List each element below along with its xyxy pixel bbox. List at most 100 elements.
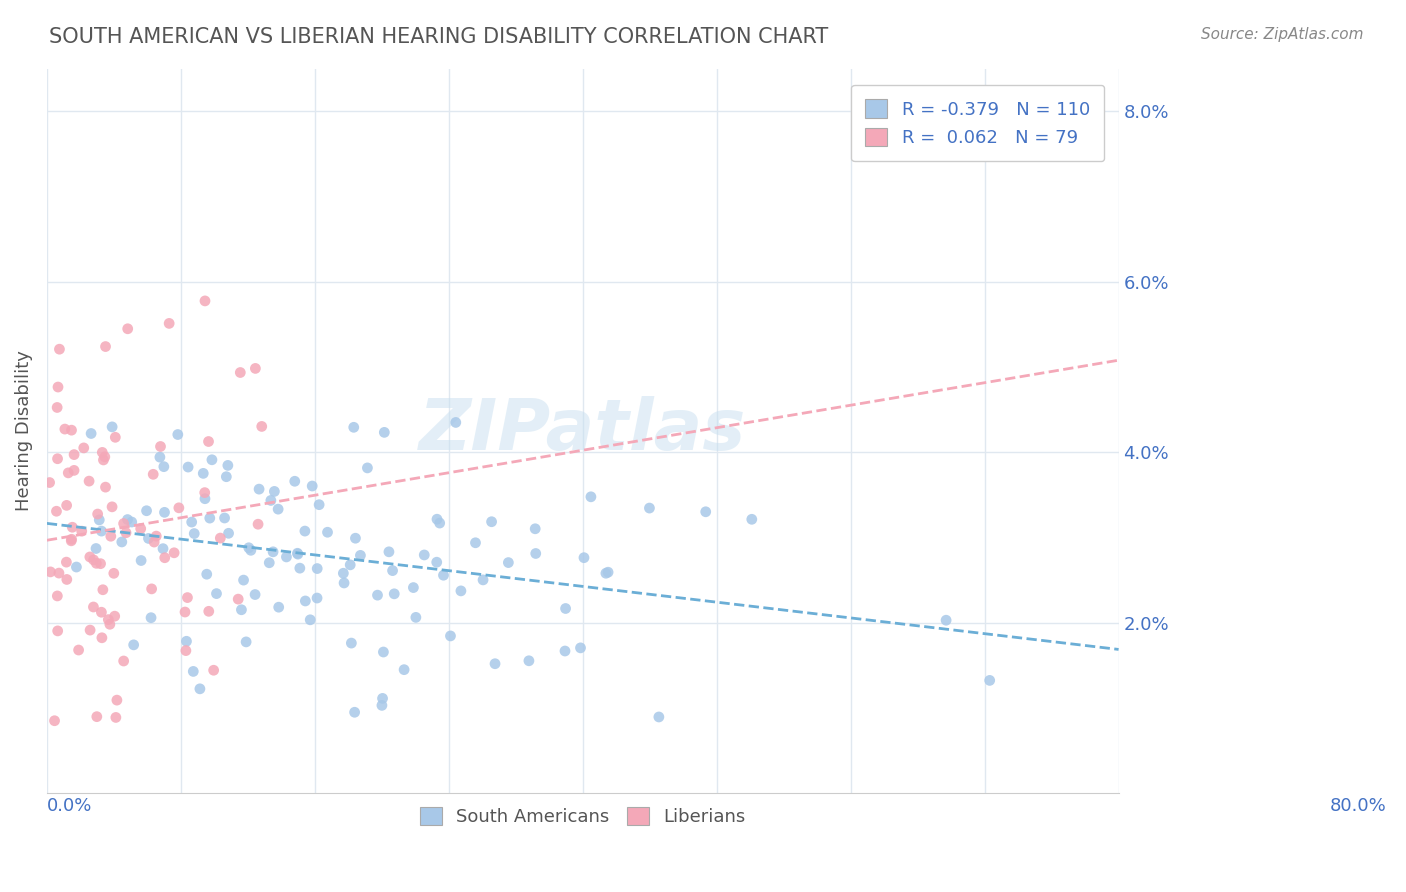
Point (381, 564, 404, 578)
Point (63, 463, 86, 477)
Point (101, 420, 124, 434)
Point (247, 482, 270, 496)
Point (53, 422, 76, 436)
Point (263, 484, 285, 499)
Point (90, 524, 112, 538)
Point (90, 557, 112, 571)
Point (67, 643, 90, 657)
Point (46, 624, 69, 638)
Point (117, 512, 139, 526)
Point (333, 576, 356, 591)
Point (305, 591, 328, 605)
Legend: South Americans, Liberians: South Americans, Liberians (411, 797, 755, 835)
Point (163, 546, 186, 560)
Point (524, 522, 547, 536)
Point (595, 566, 617, 581)
Point (60, 423, 83, 437)
Point (231, 603, 253, 617)
Point (316, 525, 339, 540)
Point (174, 643, 197, 657)
Point (44, 714, 66, 728)
Point (464, 535, 486, 549)
Point (287, 547, 309, 561)
Point (176, 634, 198, 648)
Point (648, 710, 671, 724)
Point (176, 591, 198, 605)
Point (638, 501, 661, 516)
Point (153, 550, 176, 565)
Point (554, 644, 576, 658)
Point (100, 529, 122, 543)
Point (209, 531, 232, 545)
Point (46, 401, 69, 415)
Point (101, 500, 124, 514)
Point (83, 553, 105, 567)
Point (413, 548, 436, 562)
Point (332, 566, 354, 581)
Point (121, 515, 143, 529)
Point (195, 567, 218, 582)
Point (382, 587, 405, 601)
Point (232, 573, 254, 587)
Point (177, 460, 200, 475)
Point (572, 550, 595, 565)
Point (104, 430, 127, 444)
Point (450, 583, 472, 598)
Point (149, 440, 172, 454)
Point (373, 425, 395, 440)
Point (39, 565, 62, 579)
Point (79, 549, 101, 564)
Point (439, 629, 461, 643)
Point (60, 533, 83, 547)
Point (267, 502, 290, 516)
Point (340, 636, 363, 650)
Point (60, 520, 83, 534)
Point (94, 340, 117, 354)
Point (38, 475, 60, 490)
Point (94, 480, 117, 494)
Point (371, 698, 394, 713)
Point (194, 293, 217, 308)
Point (58, 466, 80, 480)
Point (481, 515, 503, 529)
Point (343, 706, 366, 720)
Point (91, 445, 114, 459)
Point (183, 526, 205, 541)
Point (343, 420, 366, 434)
Point (979, 673, 1001, 688)
Point (250, 419, 273, 434)
Point (153, 459, 176, 474)
Point (373, 645, 395, 659)
Y-axis label: Hearing Disability: Hearing Disability (15, 351, 32, 511)
Point (122, 638, 145, 652)
Point (202, 663, 225, 677)
Point (194, 485, 217, 500)
Point (194, 491, 217, 506)
Point (117, 322, 139, 336)
Point (267, 600, 290, 615)
Point (197, 604, 219, 618)
Point (143, 535, 166, 549)
Point (129, 553, 152, 567)
Point (294, 524, 316, 538)
Point (157, 317, 180, 331)
Point (94, 450, 117, 464)
Point (86, 557, 108, 571)
Point (198, 511, 221, 525)
Point (217, 458, 239, 473)
Point (193, 467, 215, 481)
Point (444, 416, 467, 430)
Point (935, 613, 957, 627)
Point (239, 543, 262, 558)
Point (596, 565, 619, 579)
Point (60, 533, 83, 548)
Point (201, 452, 224, 467)
Point (484, 657, 506, 671)
Point (215, 469, 238, 483)
Point (366, 588, 388, 602)
Point (56, 573, 79, 587)
Point (695, 505, 717, 519)
Point (104, 710, 127, 724)
Point (77, 474, 100, 488)
Point (284, 475, 307, 489)
